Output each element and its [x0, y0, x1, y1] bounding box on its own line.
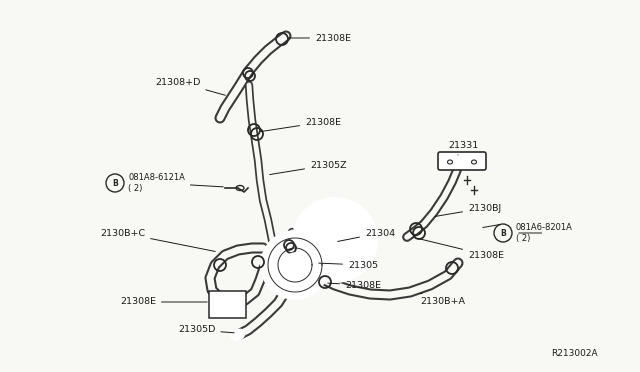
Text: 081A6-8201A
( 2): 081A6-8201A ( 2) — [516, 223, 573, 243]
Text: 081A8-6121A
( 2): 081A8-6121A ( 2) — [128, 173, 223, 193]
Text: B: B — [500, 228, 506, 237]
Text: B: B — [112, 179, 118, 187]
Text: 21308E: 21308E — [260, 118, 341, 132]
FancyBboxPatch shape — [209, 291, 246, 318]
Text: 2130B+A: 2130B+A — [420, 293, 465, 307]
Text: 21305Z: 21305Z — [269, 160, 347, 174]
Ellipse shape — [232, 330, 244, 341]
Text: 21304: 21304 — [338, 228, 395, 241]
Circle shape — [273, 243, 317, 287]
Text: 21305D: 21305D — [178, 326, 234, 334]
Circle shape — [261, 231, 329, 299]
Circle shape — [283, 253, 307, 277]
Text: 21305: 21305 — [319, 260, 378, 269]
Text: 21308+D: 21308+D — [155, 77, 225, 95]
FancyBboxPatch shape — [438, 152, 486, 170]
Text: 21308E: 21308E — [419, 239, 504, 260]
Text: 21331: 21331 — [448, 141, 478, 155]
Text: 21308E: 21308E — [120, 298, 207, 307]
Text: 2130B+C: 2130B+C — [100, 228, 215, 251]
Text: 21308E: 21308E — [328, 280, 381, 289]
Text: R213002A: R213002A — [552, 349, 598, 358]
Circle shape — [293, 198, 377, 282]
Text: 21308E: 21308E — [289, 33, 351, 42]
Text: 2130BJ: 2130BJ — [435, 203, 501, 217]
